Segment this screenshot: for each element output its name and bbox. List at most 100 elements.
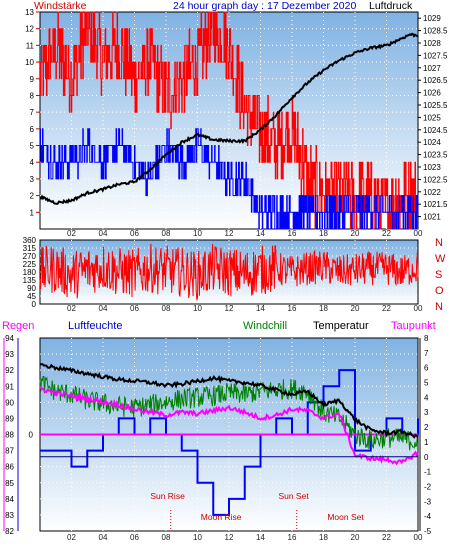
x-tick-label: 16 [288,304,297,313]
y-tick-left: 2 [30,192,35,201]
y-tick-direction: 0 [32,300,37,309]
y-tick-right: 1022 [423,188,441,197]
x-tick-label: 08 [162,533,171,542]
x-tick-label: 02 [67,533,76,542]
y-tick-temperature: 4 [424,393,429,402]
y-tick-right: 1025.5 [423,101,448,110]
y-tick-humidity: 89 [5,414,14,423]
compass-label: N [435,237,443,249]
y-tick-right: 1022.5 [423,175,448,184]
legend-taupunkt: Taupunkt [391,320,436,332]
x-tick-label: 12 [225,304,234,313]
annotation-label: Sun Set [278,491,309,501]
x-tick-label: 06 [130,229,139,238]
dewpoint-series [39,385,419,466]
y-tick-left: 6 [30,125,35,134]
temperature-series [39,363,419,439]
x-tick-label: 14 [256,533,265,542]
y-tick-direction: 315 [23,244,37,253]
x-tick-label: 08 [162,304,171,313]
y-tick-humidity: 88 [5,431,14,440]
y-tick-temperature: -3 [424,497,432,506]
x-tick-label: 10 [193,229,202,238]
y-tick-direction: 270 [23,252,37,261]
y-tick-left: 9 [30,75,35,84]
x-tick-label: 00 [414,229,423,238]
y-tick-humidity: 82 [5,527,14,536]
y-tick-right: 1021 [423,213,441,222]
y-tick-temperature: -2 [424,482,432,491]
y-tick-humidity: 86 [5,463,14,472]
y-tick-temperature: -1 [424,468,432,477]
x-tick-label: 10 [193,304,202,313]
y-tick-right: 1027 [423,64,441,73]
y-tick-humidity: 93 [5,350,14,359]
windchill-series [39,375,419,451]
y-tick-right: 1023 [423,163,441,172]
x-tick-label: 18 [319,533,328,542]
legend-regen: Regen [2,320,35,332]
y-tick-right: 1024 [423,138,441,147]
y-tick-right: 1026.5 [423,76,448,85]
x-tick-label: 00 [414,304,423,313]
x-tick-label: 14 [256,304,265,313]
pressure-series [39,32,419,205]
y-tick-left: 8 [30,91,35,100]
compass-label: S [435,269,442,281]
gust-series [40,11,418,230]
x-tick-label: 06 [130,533,139,542]
rain-zero-label: 0 [29,431,34,440]
y-tick-humidity: 90 [5,398,14,407]
header-right: Luftdruck [369,0,413,12]
annotation-label: Moon Set [327,512,364,522]
legend-luftfeuchte: Luftfeuchte [68,320,123,332]
y-tick-temperature: -5 [424,527,432,536]
x-tick-label: 04 [99,533,108,542]
y-tick-right: 1028 [423,39,441,48]
y-tick-left: 1 [30,208,35,217]
compass-label: O [435,285,444,297]
header-title: 24 hour graph day : 17 Dezember 2020 [173,0,357,12]
y-tick-right: 1026 [423,89,441,98]
direction-series [39,243,419,301]
y-tick-humidity: 85 [5,479,14,488]
y-tick-temperature: 5 [424,379,429,388]
y-tick-left: 4 [30,158,35,167]
y-tick-humidity: 94 [5,334,14,343]
x-tick-label: 14 [256,229,265,238]
y-tick-humidity: 87 [5,447,14,456]
x-tick-label: 22 [382,533,391,542]
y-tick-right: 1024.5 [423,126,448,135]
x-tick-label: 12 [225,533,234,542]
y-tick-temperature: 6 [424,364,429,373]
x-tick-label: 02 [67,229,76,238]
y-tick-direction: 135 [23,276,37,285]
y-tick-left: 7 [30,108,35,117]
y-tick-left: 5 [30,142,35,151]
legend-windchill: Windchill [243,320,288,332]
y-tick-temperature: 1 [424,438,429,447]
y-tick-direction: 360 [23,236,37,245]
y-tick-left: 3 [30,175,35,184]
x-tick-label: 18 [319,304,328,313]
y-tick-direction: 90 [27,284,36,293]
x-tick-label: 16 [288,533,297,542]
y-tick-right: 1025 [423,113,441,122]
x-tick-label: 20 [351,304,360,313]
y-tick-right: 1023.5 [423,151,448,160]
y-tick-direction: 45 [27,292,36,301]
x-tick-label: 08 [162,229,171,238]
y-tick-temperature: 3 [424,408,429,417]
x-tick-label: 02 [67,304,76,313]
y-tick-humidity: 83 [5,511,14,520]
x-tick-label: 00 [414,533,423,542]
wind-series [40,128,419,230]
y-tick-left: 13 [25,8,34,17]
y-tick-direction: 180 [23,268,37,277]
y-tick-left: 10 [25,58,34,67]
annotation-label: Moon Rise [201,512,242,522]
x-tick-label: 22 [382,229,391,238]
y-tick-temperature: 0 [424,453,429,462]
annotation-label: Sun Rise [150,491,185,501]
